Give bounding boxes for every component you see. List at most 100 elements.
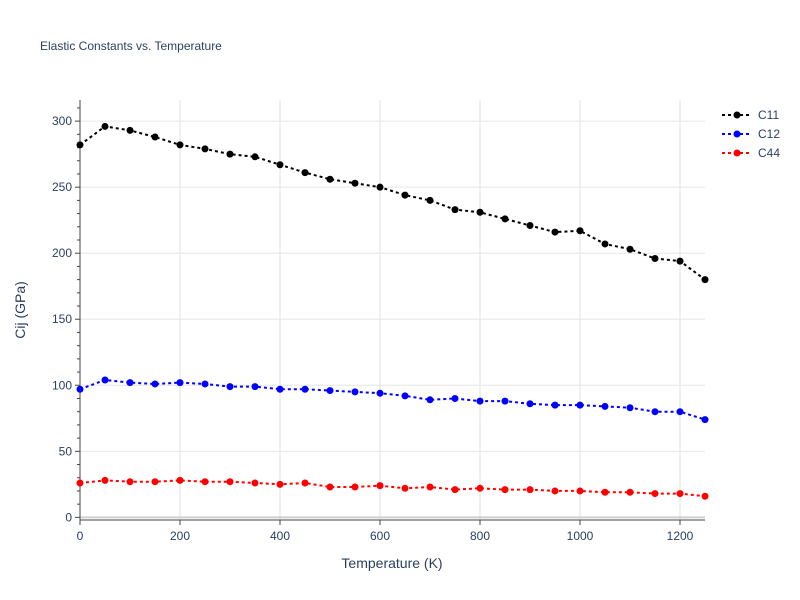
data-point-c44[interactable] — [676, 490, 684, 498]
data-point-c11[interactable] — [276, 161, 284, 169]
data-point-c44[interactable] — [301, 479, 309, 487]
data-point-c44[interactable] — [576, 487, 584, 495]
legend-marker-swatch — [733, 149, 741, 157]
y-tick-label: 0 — [65, 510, 72, 524]
data-point-c11[interactable] — [251, 153, 259, 161]
data-point-c12[interactable] — [151, 380, 159, 388]
x-tick-label: 400 — [270, 529, 290, 543]
data-point-c12[interactable] — [376, 389, 384, 397]
y-axis-title: Cij (GPa) — [12, 281, 28, 339]
series-line-c11 — [79, 125, 706, 281]
data-point-c11[interactable] — [301, 169, 309, 177]
data-point-c44[interactable] — [326, 483, 334, 491]
data-point-c12[interactable] — [526, 400, 534, 408]
data-point-c44[interactable] — [476, 484, 484, 492]
data-point-c11[interactable] — [476, 208, 484, 216]
legend-item-c44[interactable]: C44 — [722, 146, 780, 160]
data-point-c44[interactable] — [226, 478, 234, 486]
x-tick-label: 600 — [370, 529, 390, 543]
data-point-c11[interactable] — [326, 175, 334, 183]
x-tick-label: 0 — [77, 529, 84, 543]
data-point-c11[interactable] — [76, 141, 84, 149]
data-point-c12[interactable] — [601, 402, 609, 410]
data-point-c44[interactable] — [201, 478, 209, 486]
data-point-c12[interactable] — [126, 379, 134, 387]
data-point-c12[interactable] — [176, 379, 184, 387]
data-point-c11[interactable] — [226, 150, 234, 158]
data-point-c44[interactable] — [276, 480, 284, 488]
data-point-c11[interactable] — [151, 133, 159, 141]
legend[interactable]: C11 C12 C44 — [722, 108, 780, 160]
data-point-c11[interactable] — [451, 206, 459, 214]
data-point-c12[interactable] — [651, 408, 659, 416]
data-point-c11[interactable] — [501, 215, 509, 223]
data-point-c44[interactable] — [351, 483, 359, 491]
data-point-c12[interactable] — [576, 401, 584, 409]
data-point-c44[interactable] — [426, 483, 434, 491]
series-line-c12 — [79, 378, 706, 421]
data-point-c44[interactable] — [701, 492, 709, 500]
data-point-c12[interactable] — [251, 383, 259, 391]
data-point-c12[interactable] — [101, 376, 109, 384]
y-tick-label: 200 — [52, 246, 72, 260]
data-point-c44[interactable] — [251, 479, 259, 487]
y-tick-label: 250 — [52, 180, 72, 194]
data-point-c11[interactable] — [401, 191, 409, 199]
legend-label: C12 — [758, 127, 780, 141]
legend-item-c12[interactable]: C12 — [722, 127, 780, 141]
data-point-c12[interactable] — [551, 401, 559, 409]
data-point-c11[interactable] — [551, 228, 559, 236]
data-point-c11[interactable] — [601, 240, 609, 248]
data-point-c12[interactable] — [301, 385, 309, 393]
data-point-c12[interactable] — [701, 416, 709, 424]
data-point-c11[interactable] — [426, 196, 434, 204]
data-point-c12[interactable] — [501, 397, 509, 405]
data-point-c44[interactable] — [401, 484, 409, 492]
data-point-c11[interactable] — [201, 145, 209, 153]
data-point-c44[interactable] — [551, 487, 559, 495]
data-point-c12[interactable] — [676, 408, 684, 416]
legend-label: C11 — [758, 108, 779, 122]
data-point-c11[interactable] — [101, 122, 109, 130]
legend-marker-swatch — [733, 130, 741, 138]
data-point-c11[interactable] — [576, 227, 584, 235]
x-axis-title: Temperature (K) — [341, 555, 442, 571]
data-point-c12[interactable] — [326, 387, 334, 395]
y-tick-label: 50 — [59, 444, 73, 458]
data-point-c11[interactable] — [351, 179, 359, 187]
data-point-c12[interactable] — [201, 380, 209, 388]
data-point-c44[interactable] — [101, 476, 109, 484]
data-point-c44[interactable] — [126, 478, 134, 486]
data-point-c11[interactable] — [701, 276, 709, 284]
data-point-c12[interactable] — [476, 397, 484, 405]
data-point-c11[interactable] — [376, 183, 384, 191]
data-point-c12[interactable] — [626, 404, 634, 412]
chart-title: Elastic Constants vs. Temperature — [40, 39, 222, 53]
data-point-c44[interactable] — [451, 486, 459, 494]
data-point-c12[interactable] — [76, 385, 84, 393]
data-point-c11[interactable] — [126, 126, 134, 134]
legend-item-c11[interactable]: C11 — [722, 108, 779, 122]
data-point-c44[interactable] — [651, 490, 659, 498]
data-point-c12[interactable] — [226, 383, 234, 391]
data-point-c44[interactable] — [151, 478, 159, 486]
data-point-c12[interactable] — [401, 392, 409, 400]
data-point-c12[interactable] — [276, 385, 284, 393]
data-point-c44[interactable] — [76, 479, 84, 487]
x-tick-label: 1000 — [567, 529, 594, 543]
data-point-c12[interactable] — [451, 394, 459, 402]
data-point-c44[interactable] — [601, 488, 609, 496]
data-point-c12[interactable] — [426, 396, 434, 404]
data-point-c44[interactable] — [501, 486, 509, 494]
data-point-c44[interactable] — [376, 482, 384, 490]
data-point-c11[interactable] — [526, 221, 534, 229]
data-point-c44[interactable] — [626, 488, 634, 496]
data-point-c44[interactable] — [176, 476, 184, 484]
data-point-c11[interactable] — [651, 254, 659, 262]
data-point-c44[interactable] — [526, 486, 534, 494]
axes: 0 200 400 600 800 1000 1200 0 50 100 150 200 250 300 — [52, 100, 705, 543]
data-point-c11[interactable] — [176, 141, 184, 149]
data-point-c11[interactable] — [626, 245, 634, 253]
data-point-c12[interactable] — [351, 388, 359, 396]
data-point-c11[interactable] — [676, 257, 684, 265]
